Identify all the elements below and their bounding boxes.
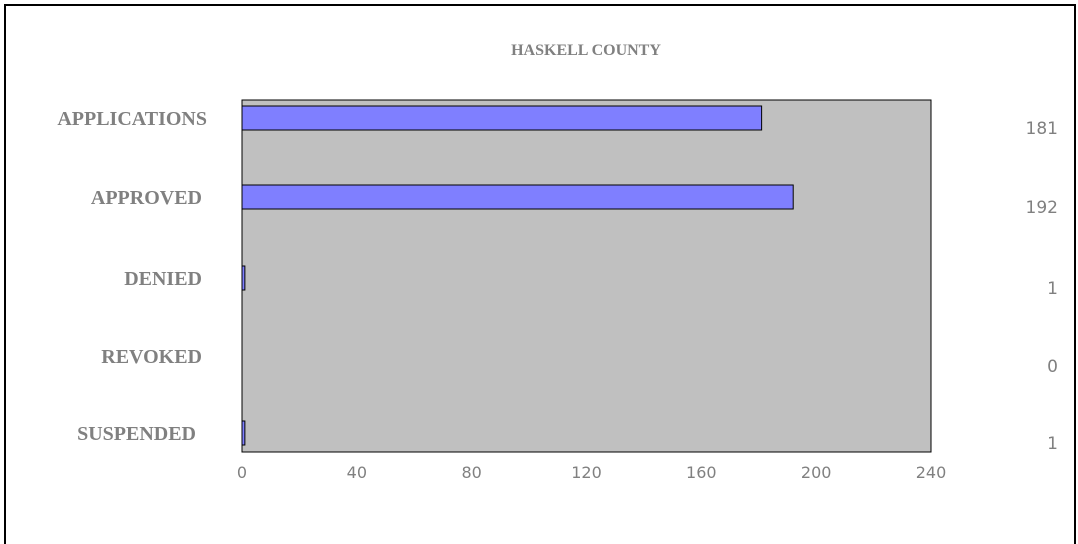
value-label-applications: 181 — [1026, 119, 1058, 139]
x-tick-label: 160 — [686, 463, 717, 482]
value-label-approved: 192 — [1026, 198, 1058, 218]
chart-frame — [4, 4, 1076, 544]
category-label-applications: APPLICATIONS — [57, 108, 207, 130]
bars — [241, 105, 794, 446]
bar-suspended — [241, 420, 246, 446]
bar-approved — [241, 184, 794, 210]
plot-area — [241, 99, 932, 453]
x-tick-label: 120 — [571, 463, 602, 482]
x-tick-label: 240 — [916, 463, 947, 482]
value-label-revoked: 0 — [1047, 357, 1058, 377]
category-label-revoked: REVOKED — [101, 346, 202, 368]
x-tick-label: 40 — [347, 463, 367, 482]
x-axis-ticks: 0 40 80 120 160 200 240 — [237, 463, 946, 482]
value-labels: 181 192 1 0 1 — [1026, 119, 1058, 454]
category-label-denied: DENIED — [124, 268, 202, 290]
value-label-suspended: 1 — [1047, 434, 1058, 454]
chart-title: HASKELL COUNTY — [511, 42, 661, 59]
category-label-approved: APPROVED — [91, 187, 202, 209]
bar-applications — [241, 105, 763, 131]
x-tick-label: 80 — [461, 463, 481, 482]
bar-denied — [241, 265, 246, 291]
x-tick-label: 200 — [801, 463, 832, 482]
x-tick-label: 0 — [237, 463, 247, 482]
value-label-denied: 1 — [1047, 279, 1058, 299]
category-label-suspended: SUSPENDED — [77, 423, 196, 445]
category-labels: APPLICATIONS APPROVED DENIED REVOKED SUSPEND… — [57, 108, 207, 445]
